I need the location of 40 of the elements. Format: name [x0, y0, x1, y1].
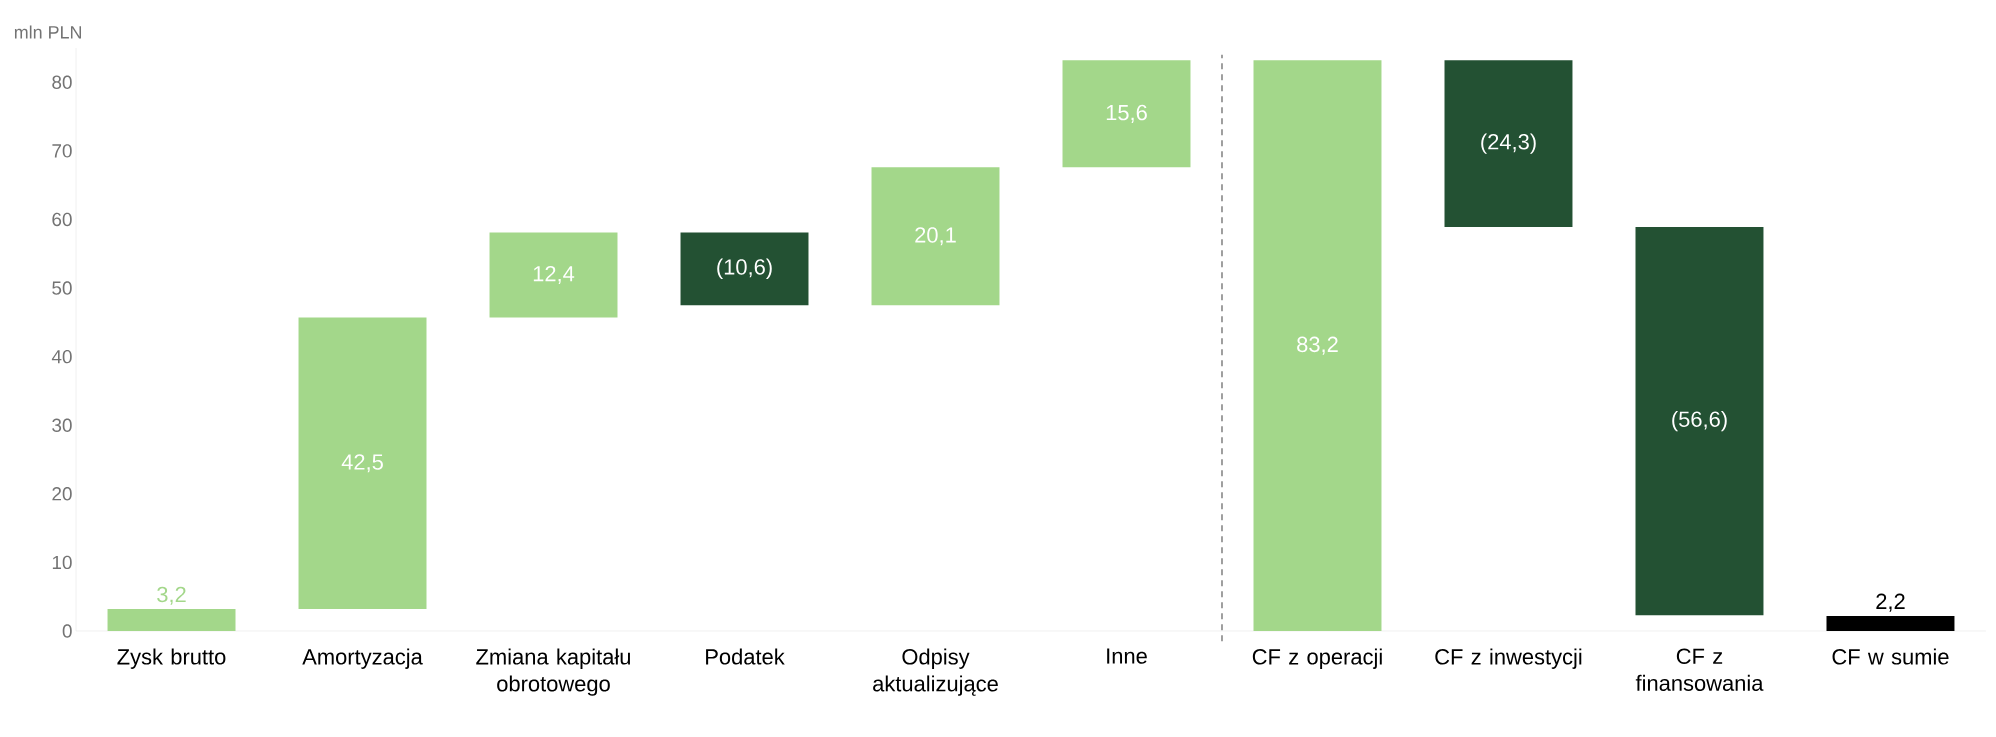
- data-label: 83,2: [1297, 336, 1338, 355]
- y-tick-label: 0: [62, 624, 72, 638]
- bar: [1635, 227, 1764, 616]
- data-label: (10,6): [717, 258, 772, 280]
- data-label: 12,4: [533, 265, 575, 285]
- bar: [1826, 615, 1955, 631]
- y-tick-label: 40: [51, 349, 72, 364]
- bar: [489, 232, 618, 318]
- data-label: 15,6: [1106, 104, 1147, 123]
- y-tick-label: 30: [52, 418, 72, 432]
- x-tick-label: Odpisy aktualizujące: [873, 648, 998, 696]
- bar: [1253, 60, 1382, 631]
- data-label: 3,2: [157, 586, 186, 605]
- bar: [298, 317, 427, 610]
- x-tick-label: Zmiana kapitału obrotowego: [476, 648, 630, 696]
- y-tick-label: 50: [52, 281, 72, 295]
- x-tick-label: CF z operacji: [1252, 648, 1382, 669]
- y-tick-label: 80: [52, 75, 72, 89]
- y-tick-label: 60: [52, 212, 72, 227]
- bar: [680, 232, 809, 306]
- data-label: 42,5: [341, 454, 383, 473]
- data-label: 20,1: [915, 227, 956, 246]
- x-tick-label: CF z finansowania: [1635, 648, 1764, 691]
- bar: [1444, 60, 1573, 227]
- y-tick-label: 20: [52, 487, 72, 501]
- x-tick-label: CF w sumie: [1832, 648, 1949, 665]
- x-tick-label: CF z inwestycji: [1435, 648, 1582, 669]
- y-axis-title: mln PLN: [14, 25, 82, 39]
- y-tick-label: 10: [52, 555, 72, 570]
- x-tick-label: Inne: [1107, 648, 1147, 664]
- data-label: 2,2: [1876, 593, 1905, 612]
- data-label: (24,3): [1481, 133, 1536, 154]
- bar: [107, 609, 236, 631]
- data-label: (56,6): [1672, 410, 1727, 432]
- x-tick-label: Amortyzacja: [302, 648, 423, 669]
- x-tick-label: Zysk brutto: [117, 648, 226, 669]
- bar: [1062, 60, 1191, 168]
- x-tick-label: Podatek: [706, 648, 785, 665]
- bar: [871, 167, 1000, 306]
- y-tick-label: 70: [52, 144, 72, 158]
